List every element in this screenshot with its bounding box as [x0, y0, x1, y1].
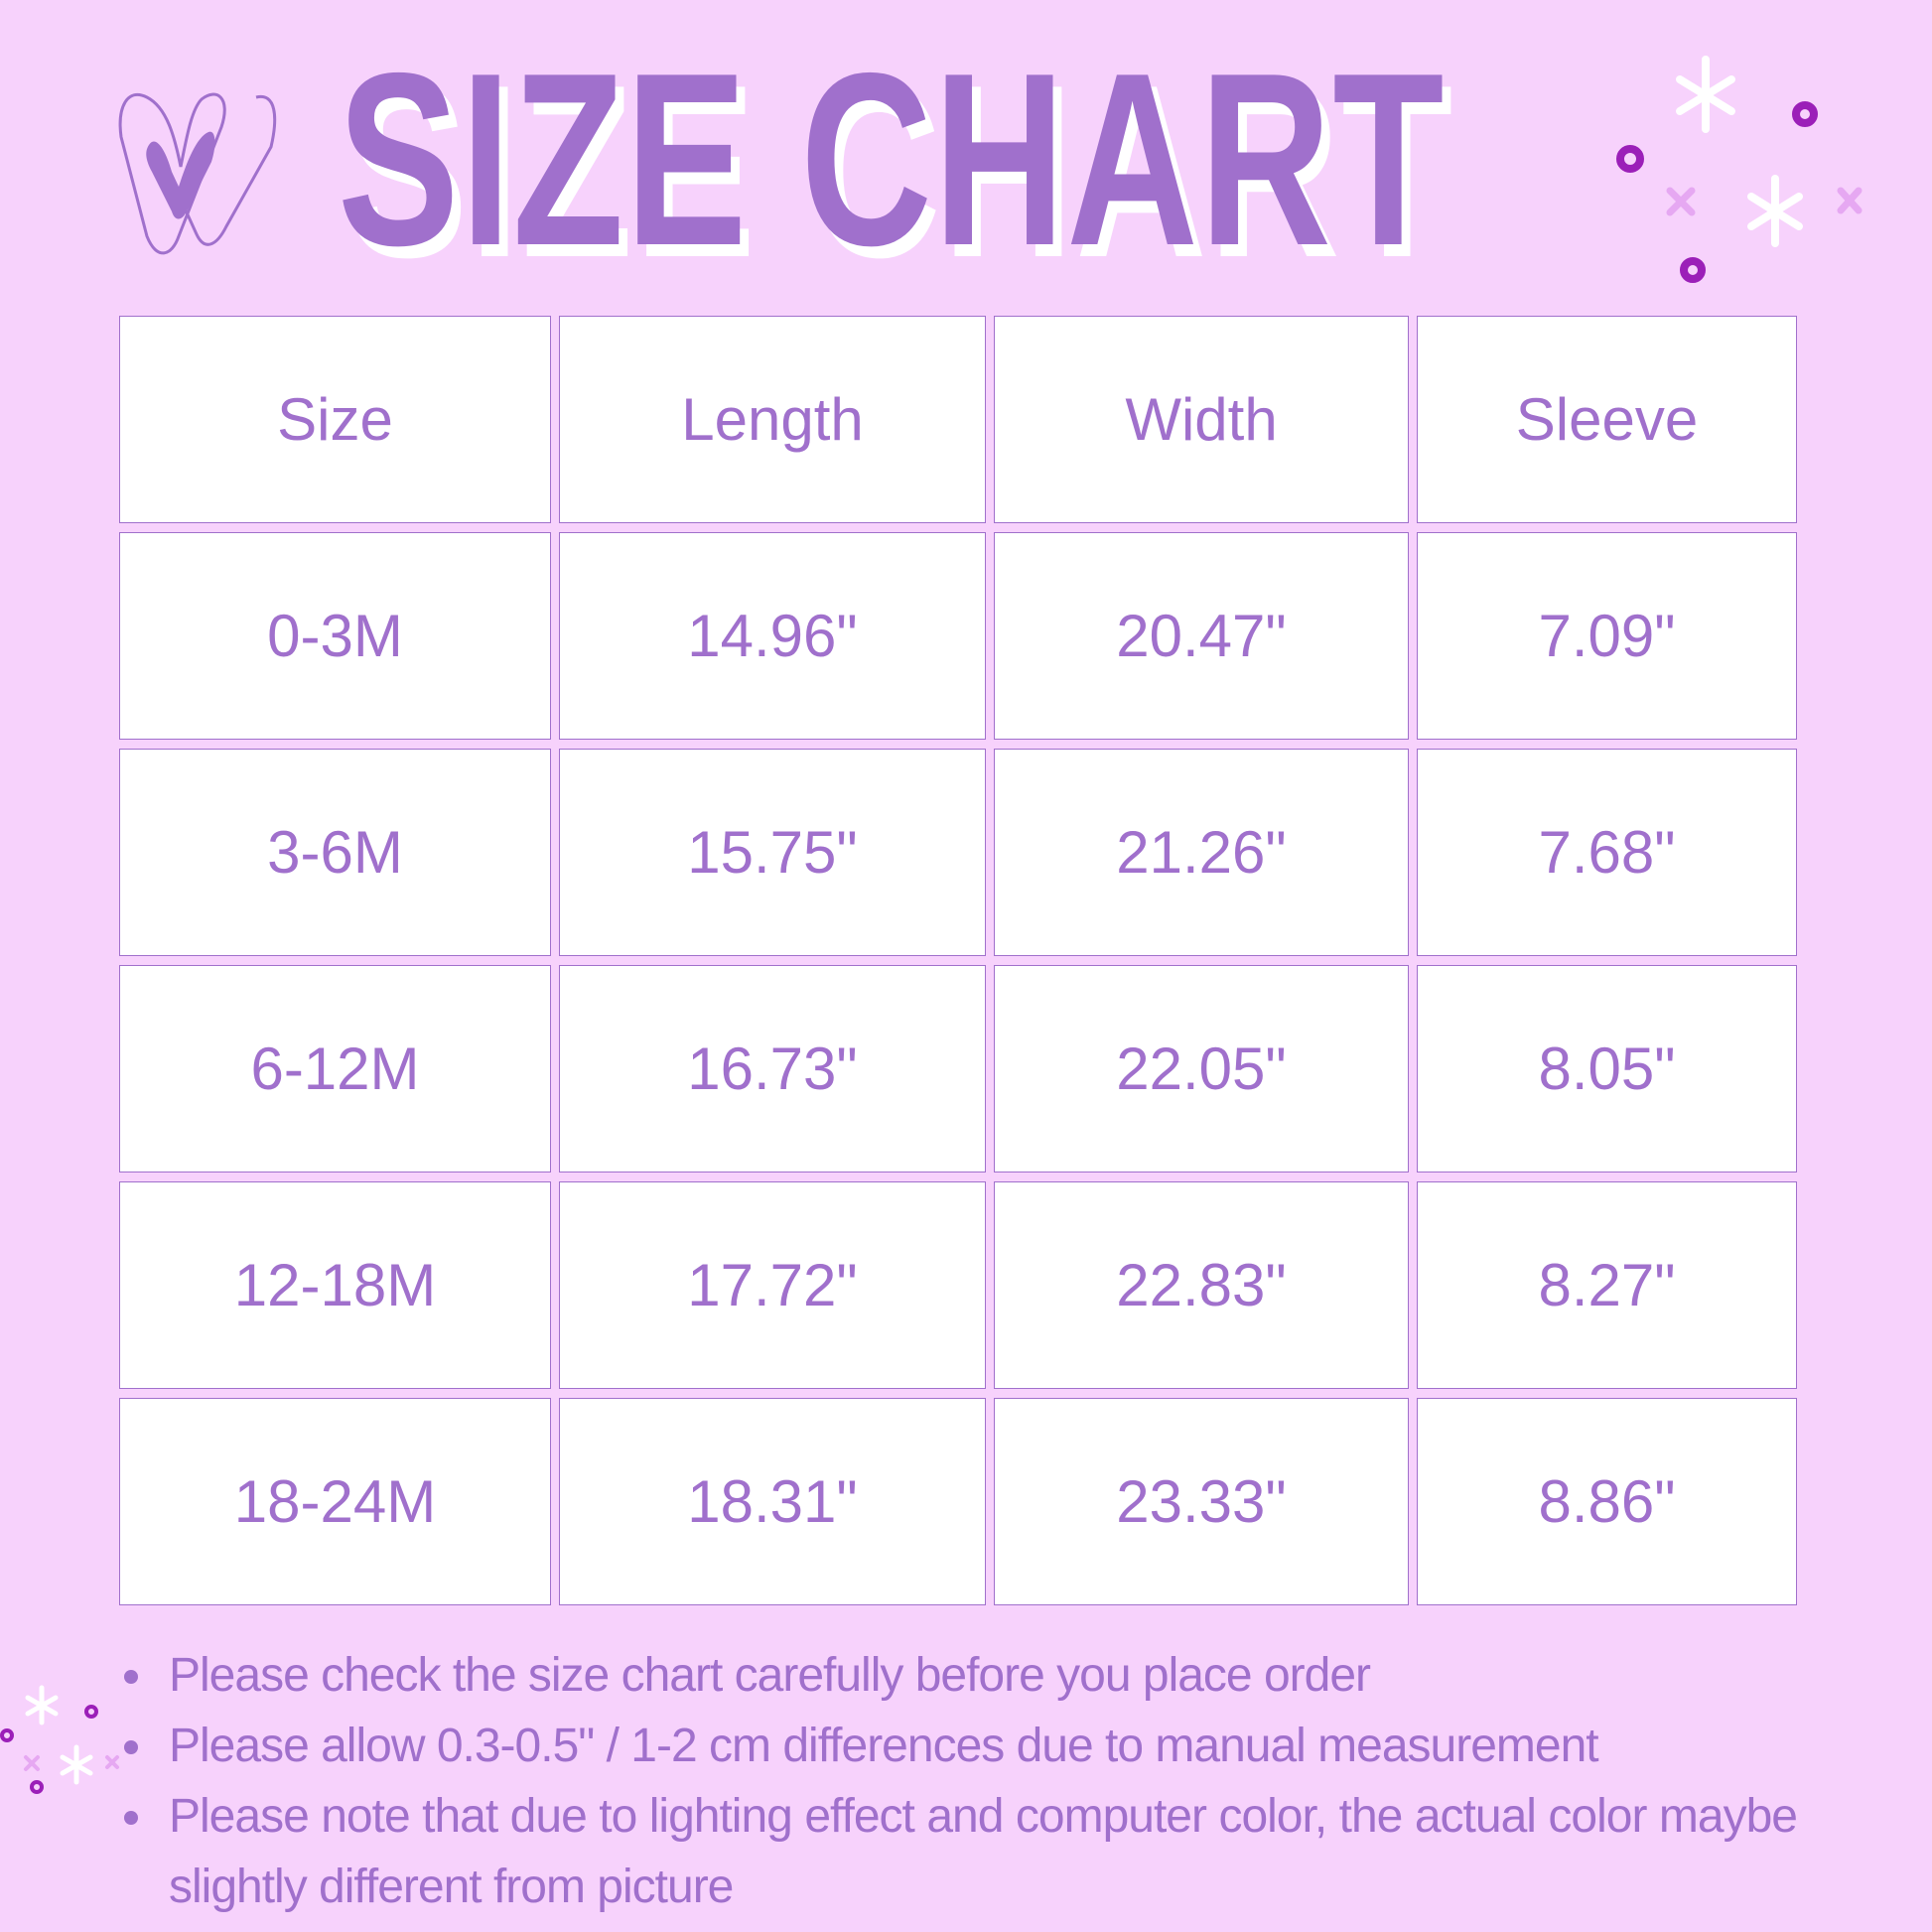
table-cell: 22.05": [994, 965, 1409, 1173]
header-width: Width: [994, 316, 1409, 523]
title-text: SIZE CHART: [338, 21, 1446, 297]
table-cell: 15.75": [559, 749, 986, 956]
header-length: Length: [559, 316, 986, 523]
table-cell: 8.27": [1417, 1181, 1797, 1389]
table-cell: 20.47": [994, 532, 1409, 740]
table-cell: 3-6M: [119, 749, 551, 956]
table-cell: 0-3M: [119, 532, 551, 740]
table-cell: 17.72": [559, 1181, 986, 1389]
heart-icon: [118, 92, 277, 255]
size-table: Size Length Width Sleeve 0-3M 14.96" 20.…: [119, 316, 1797, 1606]
header-sleeve: Sleeve: [1417, 316, 1797, 523]
table-cell: 18-24M: [119, 1398, 551, 1605]
page-title: SIZE CHART: [338, 21, 1579, 298]
table-cell: 8.05": [1417, 965, 1797, 1173]
table-cell: 18.31": [559, 1398, 986, 1605]
table-cell: 14.96": [559, 532, 986, 740]
table-cell: 16.73": [559, 965, 986, 1173]
table-cell: 12-18M: [119, 1181, 551, 1389]
note-item: Please note that due to lighting effect …: [119, 1781, 1798, 1922]
table-cell: 21.26": [994, 749, 1409, 956]
table-cell: 22.83": [994, 1181, 1409, 1389]
table-cell: 7.09": [1417, 532, 1797, 740]
notes-list: Please check the size chart carefully be…: [119, 1640, 1798, 1922]
sparkle-icon: [1616, 56, 1863, 283]
table-cell: 23.33": [994, 1398, 1409, 1605]
sparkle-icon: [0, 1685, 119, 1794]
note-item: Please allow 0.3-0.5" / 1-2 cm differenc…: [119, 1711, 1797, 1781]
table-cell: 8.86": [1417, 1398, 1797, 1605]
note-item: Please check the size chart carefully be…: [119, 1640, 1797, 1711]
table-cell: 6-12M: [119, 965, 551, 1173]
header-size: Size: [119, 316, 551, 523]
table-cell: 7.68": [1417, 749, 1797, 956]
